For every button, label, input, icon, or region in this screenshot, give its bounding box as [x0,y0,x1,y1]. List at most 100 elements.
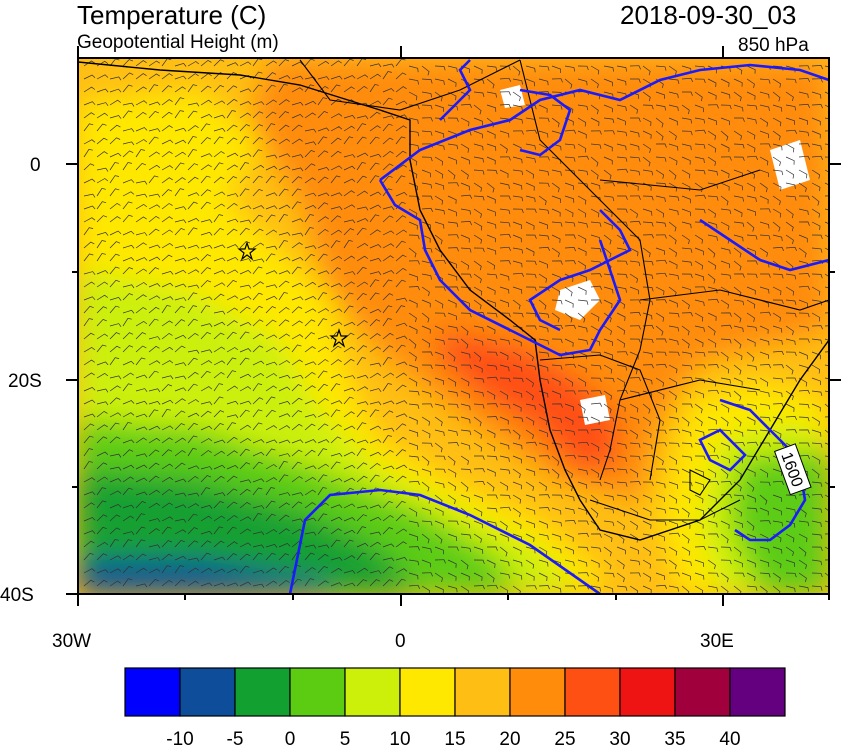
wind-barb [824,520,829,523]
wind-barb [785,117,796,125]
wind-barb [265,306,277,314]
wind-barb [122,141,135,146]
wind-barb [148,283,161,288]
wind-barb [96,476,109,483]
wind-barb [434,117,446,123]
wind-barb [655,507,667,514]
wind-barb [213,439,226,444]
wind-barb [447,65,458,73]
wind-barb [629,546,639,555]
wind-barb [578,429,589,434]
wind-barb [772,195,781,206]
wind-barb [564,507,575,514]
wind-barb [668,286,677,297]
wind-barb [577,468,588,475]
wind-barb [538,312,550,319]
wind-barb [720,507,731,515]
wind-barb [382,215,394,223]
wind-barb [291,87,304,93]
wind-barb [395,279,406,288]
wind-barb [330,206,343,211]
wind-barb [564,234,576,239]
wind-barb [291,282,304,288]
wind-barb [473,351,482,362]
wind-barb [239,284,252,289]
wind-barb [369,462,381,470]
wind-barb [213,84,225,93]
wind-barb [187,503,200,509]
wind-barb [603,390,612,400]
wind-barb [473,429,482,439]
wind-barb [382,318,392,327]
wind-barb [629,442,641,448]
wind-barb [551,507,562,515]
wind-barb [187,492,200,497]
wind-barb [174,305,185,314]
wind-barb [317,292,328,301]
wind-barb [161,579,173,587]
wind-barb [668,338,679,346]
wind-barb [577,195,587,205]
wind-barb [408,195,420,201]
wind-barb [746,169,756,179]
wind-barb [96,541,109,548]
wind-barb [83,399,96,405]
wind-barb [772,585,781,594]
wind-barb [694,194,707,199]
wind-barb [694,481,705,489]
wind-barb [330,255,343,262]
wind-barb [434,520,444,529]
wind-barb [382,566,394,574]
wind-barb [538,299,547,310]
wind-barb [500,195,511,200]
wind-barb [746,155,759,160]
wind-barb [421,299,431,308]
wind-barb [733,559,743,568]
wind-barb [421,481,430,492]
wind-barb [122,244,135,249]
wind-barb [772,416,783,424]
wind-barb [785,234,794,245]
wind-barb [226,256,239,262]
wind-barb [109,436,121,444]
wind-barb [447,247,459,252]
wind-barb [200,99,213,106]
wind-barb [629,169,641,176]
wind-barb [317,383,328,392]
wind-barb [642,390,653,398]
wind-barb [356,579,368,587]
wind-barb [798,429,810,434]
wind-barb [746,455,758,461]
wind-barb [135,73,147,80]
wind-barb [343,411,355,418]
wind-barb [369,153,382,158]
wind-barb [629,130,640,138]
wind-barb [174,504,187,509]
wind-barb [499,533,509,542]
wind-barb [447,403,459,409]
wind-barb [512,286,523,294]
wind-barb [772,169,784,176]
wind-barb [187,217,200,223]
wind-barb [252,84,263,93]
wind-barb [577,416,589,422]
wind-barb [343,375,356,380]
wind-barb [746,403,758,410]
wind-barb [707,91,717,100]
wind-barb [369,401,382,406]
wind-barb [226,244,239,249]
wind-barb [382,515,394,522]
wind-barb [798,273,810,278]
wind-barb [109,99,122,106]
wind-barb [694,129,707,134]
wind-barb [239,581,252,587]
wind-barb [278,232,291,236]
wind-barb [824,585,829,588]
wind-barb [382,243,395,249]
wind-barb [616,455,627,462]
wind-barb [473,169,485,175]
wind-barb [226,357,237,366]
wind-barb [239,176,251,184]
wind-barb [382,410,394,418]
